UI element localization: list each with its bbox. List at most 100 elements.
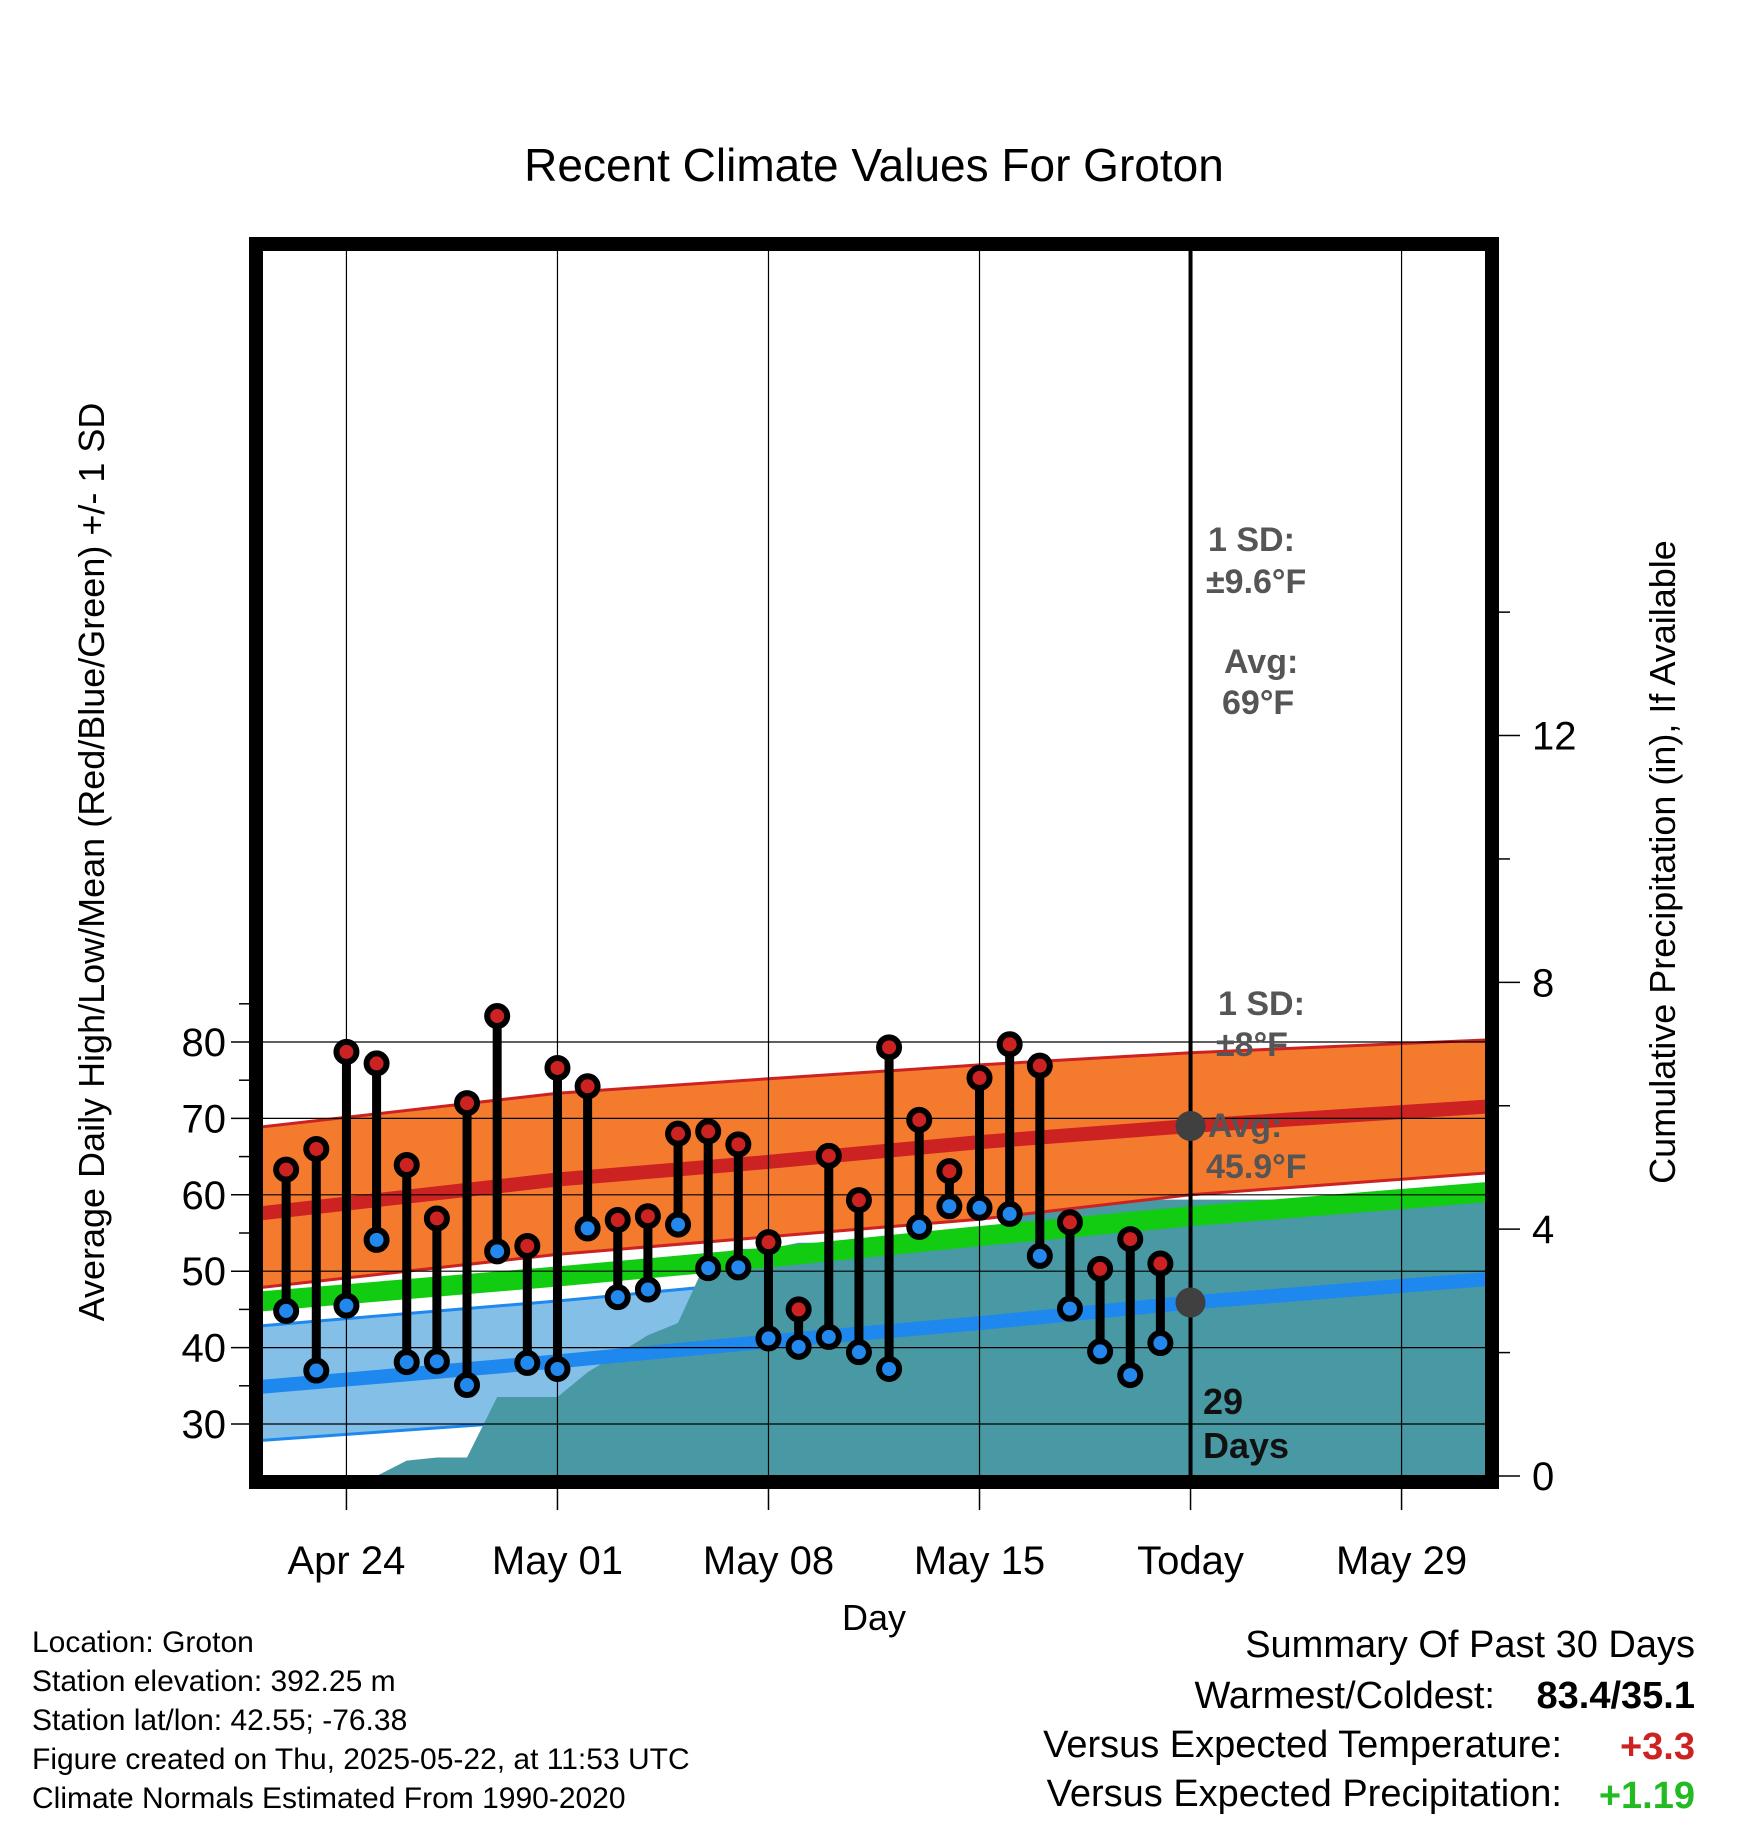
y2-tick-label: 0 bbox=[1532, 1455, 1554, 1499]
high-point bbox=[423, 1205, 450, 1232]
summary-precip-label: Versus Expected Precipitation: bbox=[1047, 1773, 1562, 1815]
y2-tick-label: 8 bbox=[1532, 961, 1554, 1005]
high-point bbox=[876, 1034, 903, 1061]
high-point bbox=[363, 1050, 390, 1077]
low-point bbox=[1087, 1338, 1114, 1365]
high-sd-upper-line bbox=[262, 1038, 1486, 1129]
footer-elevation: Station elevation: 392.25 m bbox=[32, 1665, 396, 1698]
high-point bbox=[725, 1131, 752, 1158]
low-point bbox=[484, 1238, 511, 1265]
high-sd-band bbox=[262, 1039, 1486, 1288]
high-point bbox=[303, 1135, 330, 1162]
low-point bbox=[725, 1254, 752, 1281]
low-point bbox=[454, 1372, 481, 1399]
high-average-line bbox=[262, 1099, 1486, 1221]
high-point bbox=[785, 1296, 812, 1323]
summary-precip-value: +1.19 bbox=[1599, 1775, 1695, 1817]
low-point bbox=[1147, 1330, 1174, 1357]
x-axis-label: Day bbox=[842, 1597, 906, 1638]
summary-temp-label: Versus Expected Temperature: bbox=[1043, 1724, 1562, 1766]
high-point bbox=[393, 1152, 420, 1179]
high-avg-value: 69°F bbox=[1222, 684, 1294, 722]
low-point bbox=[574, 1215, 601, 1242]
low-point bbox=[876, 1355, 903, 1382]
low-point bbox=[815, 1323, 842, 1350]
low-avg-label: Avg: bbox=[1208, 1107, 1282, 1145]
low-sd-label: 1 SD: bbox=[1218, 985, 1305, 1023]
low-point bbox=[634, 1276, 661, 1303]
low-point bbox=[936, 1193, 963, 1220]
y-tick-label: 70 bbox=[182, 1097, 227, 1141]
high-point bbox=[906, 1106, 933, 1133]
high-point bbox=[966, 1064, 993, 1091]
low-point bbox=[695, 1255, 722, 1282]
high-point bbox=[695, 1118, 722, 1145]
low-point bbox=[514, 1349, 541, 1376]
high-point bbox=[454, 1090, 481, 1117]
days-count: 29 bbox=[1203, 1381, 1243, 1422]
high-point bbox=[273, 1156, 300, 1183]
summary-panel: Summary Of Past 30 Days Warmest/Coldest:… bbox=[1043, 1624, 1695, 1817]
low-point bbox=[665, 1211, 692, 1238]
high-point bbox=[1117, 1226, 1144, 1253]
footer-location: Location: Groton bbox=[32, 1626, 254, 1659]
high-sd-lower-line bbox=[262, 1171, 1486, 1289]
high-point bbox=[845, 1187, 872, 1214]
high-sd-label: 1 SD: bbox=[1208, 521, 1295, 559]
low-point bbox=[906, 1213, 933, 1240]
low-point bbox=[363, 1226, 390, 1253]
low-sd-value: ±8°F bbox=[1216, 1026, 1288, 1064]
x-tick-label: May 08 bbox=[703, 1539, 834, 1583]
low-point bbox=[1117, 1362, 1144, 1389]
high-point bbox=[1087, 1255, 1114, 1282]
y-tick-label: 50 bbox=[182, 1250, 227, 1294]
days-unit: Days bbox=[1203, 1425, 1289, 1466]
low-point bbox=[393, 1349, 420, 1376]
high-point bbox=[544, 1054, 571, 1081]
low-point bbox=[333, 1292, 360, 1319]
axes: 30 40 50 60 70 80 0 4 8 12 Apr 24 May 01 May 08 May 1… bbox=[182, 237, 1577, 1583]
low-point bbox=[273, 1297, 300, 1324]
summary-title: Summary Of Past 30 Days bbox=[1245, 1624, 1695, 1666]
high-point bbox=[936, 1158, 963, 1185]
low-avg-value: 45.9°F bbox=[1206, 1148, 1307, 1186]
x-tick-label: Apr 24 bbox=[288, 1539, 406, 1583]
low-point bbox=[755, 1325, 782, 1352]
high-point bbox=[1147, 1250, 1174, 1277]
high-point bbox=[665, 1120, 692, 1147]
low-point bbox=[1056, 1295, 1083, 1322]
chart-title: Recent Climate Values For Groton bbox=[524, 139, 1224, 191]
y2-tick-label: 12 bbox=[1532, 715, 1577, 759]
footer-normals: Climate Normals Estimated From 1990-2020 bbox=[32, 1782, 626, 1815]
footer-latlon: Station lat/lon: 42.55; -76.38 bbox=[32, 1704, 407, 1737]
y2-tick-label: 4 bbox=[1532, 1208, 1554, 1252]
high-point bbox=[815, 1142, 842, 1169]
x-tick-label: May 01 bbox=[492, 1539, 623, 1583]
high-point bbox=[634, 1203, 661, 1230]
low-average-line bbox=[262, 1272, 1486, 1394]
footer-info: Location: Groton Station elevation: 392.… bbox=[32, 1626, 690, 1815]
low-point bbox=[996, 1200, 1023, 1227]
low-point bbox=[1026, 1242, 1053, 1269]
plot-area bbox=[262, 1038, 1486, 1476]
y-tick-label: 40 bbox=[182, 1327, 227, 1371]
high-average-marker bbox=[1175, 1111, 1206, 1142]
high-avg-label: Avg: bbox=[1224, 643, 1298, 681]
summary-temp-value: +3.3 bbox=[1620, 1726, 1695, 1768]
high-point bbox=[996, 1031, 1023, 1058]
low-average-marker bbox=[1175, 1287, 1206, 1318]
low-point bbox=[966, 1194, 993, 1221]
plot-frame bbox=[249, 237, 1499, 1489]
y2-axis-label: Cumulative Precipitation (in), If Availa… bbox=[1642, 540, 1683, 1184]
low-point bbox=[544, 1355, 571, 1382]
daily-temperature-marks bbox=[273, 1003, 1174, 1399]
low-point bbox=[604, 1284, 631, 1311]
high-point bbox=[755, 1229, 782, 1256]
high-point bbox=[574, 1073, 601, 1100]
x-tick-label: May 15 bbox=[914, 1539, 1045, 1583]
high-point bbox=[333, 1038, 360, 1065]
y-tick-label: 60 bbox=[182, 1174, 227, 1218]
mean-average-line bbox=[262, 1182, 1486, 1312]
